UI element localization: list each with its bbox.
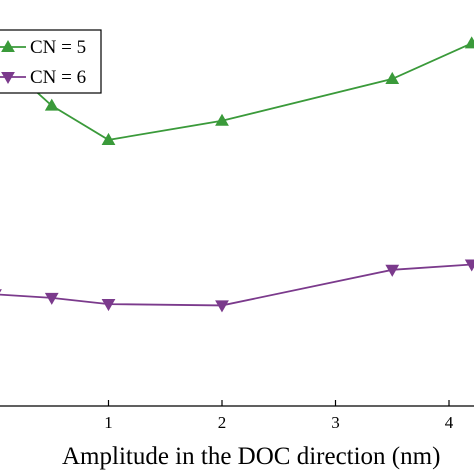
series-2 (0, 259, 474, 313)
data-point (385, 71, 400, 84)
data-point (101, 299, 116, 312)
data-point (0, 289, 2, 293)
data-point (385, 264, 400, 277)
legend-box (0, 29, 102, 94)
data-point (44, 98, 59, 111)
x-tick-label: 4 (445, 413, 454, 432)
data-point (464, 259, 474, 272)
legend-label: CN = 5 (30, 37, 86, 58)
series-line (0, 42, 473, 141)
x-tick-label: 1 (104, 413, 113, 432)
data-point (44, 292, 59, 305)
x-tick-labels: 1 2 3 4 (104, 413, 454, 432)
legend-marker (1, 71, 15, 85)
legend-marker (1, 39, 15, 53)
x-tick-label: 3 (331, 413, 340, 432)
data-point (464, 36, 474, 49)
data-point (215, 300, 229, 313)
x-axis (0, 400, 474, 407)
data-point (101, 132, 116, 145)
legend-label: CN = 6 (30, 67, 86, 88)
legend: CN = 5 CN = 6 (0, 29, 102, 94)
series-1 (0, 36, 474, 145)
data-point (215, 113, 229, 126)
series-line (0, 263, 472, 307)
series-layer (0, 36, 474, 313)
x-tick-label: 2 (218, 413, 227, 432)
x-axis-label: Amplitude in the DOC direction (nm) (62, 443, 440, 470)
